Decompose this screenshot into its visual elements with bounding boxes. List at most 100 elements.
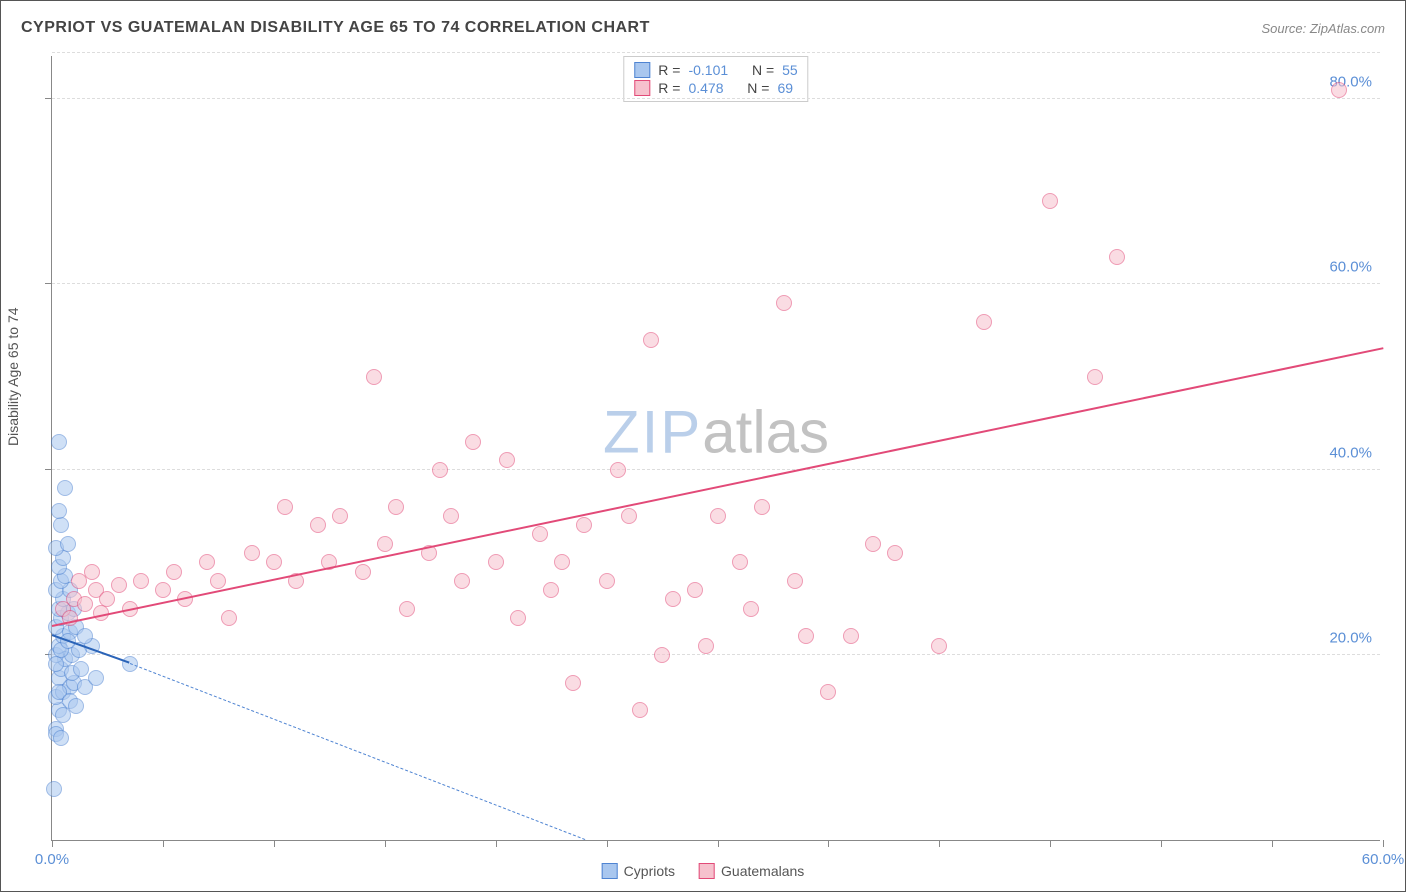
x-tick <box>1272 840 1273 847</box>
watermark-zip: ZIP <box>603 399 702 466</box>
correlation-legend: R = -0.101 N = 55R = 0.478 N = 69 <box>623 56 808 102</box>
legend-swatch <box>634 62 650 78</box>
scatter-point <box>632 702 648 718</box>
scatter-point <box>84 564 100 580</box>
scatter-point <box>111 577 127 593</box>
x-tick <box>496 840 497 847</box>
x-tick <box>718 840 719 847</box>
scatter-point <box>654 647 670 663</box>
x-tick-label: 60.0% <box>1362 851 1405 868</box>
scatter-point <box>46 781 62 797</box>
scatter-point <box>976 314 992 330</box>
scatter-point <box>68 698 84 714</box>
series-legend: Cypriots Guatemalans <box>602 863 805 879</box>
legend-item: Cypriots <box>602 863 675 879</box>
scatter-point <box>377 536 393 552</box>
scatter-point <box>931 638 947 654</box>
legend-n-value: 69 <box>777 80 793 96</box>
y-tick-label: 40.0% <box>1329 444 1372 461</box>
scatter-point <box>166 564 182 580</box>
y-axis-title: Disability Age 65 to 74 <box>5 307 21 446</box>
scatter-point <box>77 596 93 612</box>
legend-n-label: N = <box>747 80 769 96</box>
y-tick-label: 20.0% <box>1329 629 1372 646</box>
x-tick <box>163 840 164 847</box>
scatter-point <box>887 545 903 561</box>
scatter-point <box>48 656 64 672</box>
scatter-point <box>743 601 759 617</box>
scatter-point <box>732 554 748 570</box>
scatter-point <box>510 610 526 626</box>
x-tick <box>1161 840 1162 847</box>
legend-label: Cypriots <box>624 863 675 879</box>
scatter-point <box>244 545 260 561</box>
scatter-point <box>465 434 481 450</box>
legend-r-label: R = <box>658 80 680 96</box>
scatter-point <box>610 462 626 478</box>
scatter-point <box>55 707 71 723</box>
scatter-point <box>488 554 504 570</box>
scatter-point <box>843 628 859 644</box>
y-tick <box>45 283 52 284</box>
trend-line-extrapolation <box>129 663 584 840</box>
title-bar: CYPRIOT VS GUATEMALAN DISABILITY AGE 65 … <box>21 19 1385 37</box>
scatter-point <box>355 564 371 580</box>
y-tick-label: 60.0% <box>1329 259 1372 276</box>
y-tick <box>45 98 52 99</box>
scatter-point <box>454 573 470 589</box>
scatter-point <box>532 526 548 542</box>
legend-swatch <box>602 863 618 879</box>
scatter-point <box>565 675 581 691</box>
scatter-point <box>57 480 73 496</box>
scatter-point <box>698 638 714 654</box>
x-tick <box>52 840 53 847</box>
scatter-point <box>1087 369 1103 385</box>
scatter-point <box>277 499 293 515</box>
legend-item: Guatemalans <box>699 863 804 879</box>
gridline <box>52 98 1380 99</box>
scatter-point <box>199 554 215 570</box>
legend-swatch <box>634 80 650 96</box>
x-tick-label: 0.0% <box>35 851 69 868</box>
scatter-point <box>221 610 237 626</box>
watermark: ZIPatlas <box>603 398 829 467</box>
x-tick <box>1050 840 1051 847</box>
legend-n-value: 55 <box>782 62 798 78</box>
legend-r-value: 0.478 <box>688 80 723 96</box>
scatter-point <box>210 573 226 589</box>
trend-line <box>52 347 1383 627</box>
chart-title: CYPRIOT VS GUATEMALAN DISABILITY AGE 65 … <box>21 19 650 37</box>
y-tick <box>45 469 52 470</box>
scatter-point <box>399 601 415 617</box>
scatter-point <box>576 517 592 533</box>
scatter-point <box>155 582 171 598</box>
x-tick <box>385 840 386 847</box>
scatter-point <box>798 628 814 644</box>
x-tick <box>274 840 275 847</box>
x-tick <box>607 840 608 847</box>
scatter-point <box>643 332 659 348</box>
gridline <box>52 52 1380 53</box>
legend-stat-row: R = -0.101 N = 55 <box>634 61 797 79</box>
scatter-point <box>865 536 881 552</box>
scatter-point <box>754 499 770 515</box>
source-label: Source: ZipAtlas.com <box>1261 21 1385 36</box>
scatter-point <box>710 508 726 524</box>
scatter-point <box>133 573 149 589</box>
scatter-point <box>388 499 404 515</box>
gridline <box>52 283 1380 284</box>
legend-r-label: R = <box>658 62 680 78</box>
x-tick <box>939 840 940 847</box>
scatter-point <box>443 508 459 524</box>
legend-swatch <box>699 863 715 879</box>
scatter-point <box>1109 249 1125 265</box>
scatter-point <box>1331 82 1347 98</box>
legend-r-value: -0.101 <box>688 62 728 78</box>
scatter-point <box>432 462 448 478</box>
watermark-atlas: atlas <box>702 399 829 466</box>
scatter-point <box>366 369 382 385</box>
scatter-point <box>60 536 76 552</box>
scatter-point <box>665 591 681 607</box>
scatter-point <box>51 434 67 450</box>
legend-stat-row: R = 0.478 N = 69 <box>634 79 797 97</box>
